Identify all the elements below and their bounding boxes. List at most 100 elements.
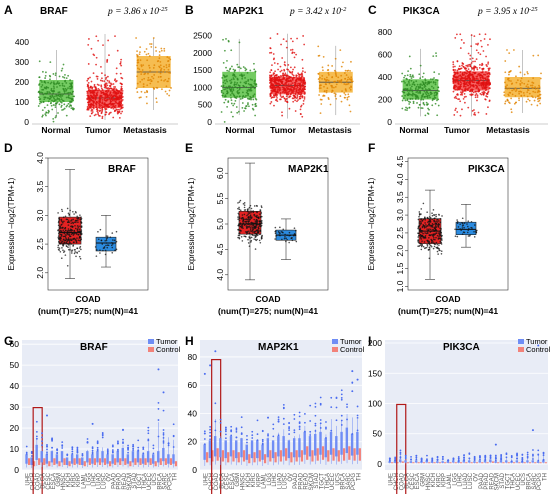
- data-point: [430, 241, 433, 244]
- box-tumor: [542, 460, 545, 463]
- y-tick-label: 2.5: [35, 238, 45, 250]
- box-tumor: [50, 451, 54, 463]
- data-point: [101, 243, 104, 245]
- box-tumor: [55, 454, 59, 464]
- box-tumor: [409, 461, 413, 463]
- outlier-point: [356, 414, 359, 417]
- box-control: [83, 461, 86, 467]
- y-tick-label: 800: [378, 27, 392, 37]
- box-tumor: [116, 451, 119, 463]
- data-point: [454, 88, 457, 91]
- data-point: [340, 65, 343, 68]
- data-point: [235, 83, 238, 86]
- data-point: [52, 96, 55, 99]
- data-point: [327, 64, 330, 67]
- box-tumor: [345, 427, 349, 454]
- box-control: [129, 461, 132, 467]
- data-point: [321, 66, 324, 69]
- data-point: [348, 87, 351, 89]
- data-point: [92, 93, 95, 96]
- data-point: [285, 240, 287, 243]
- data-point: [250, 87, 252, 90]
- data-point: [98, 104, 101, 107]
- data-point: [464, 87, 467, 90]
- data-point: [46, 104, 49, 107]
- data-point: [37, 105, 40, 107]
- data-point: [237, 89, 239, 92]
- data-point: [253, 80, 256, 83]
- data-point: [65, 77, 68, 80]
- outlier-point: [468, 457, 471, 460]
- data-point: [426, 216, 429, 219]
- data-point: [488, 87, 491, 90]
- data-point: [286, 101, 289, 103]
- data-point: [422, 237, 425, 239]
- data-point: [272, 53, 275, 55]
- data-point: [406, 94, 409, 97]
- data-point: [486, 93, 489, 95]
- data-point: [427, 92, 430, 95]
- data-point: [283, 61, 286, 64]
- data-point: [518, 97, 520, 100]
- data-point: [421, 235, 424, 237]
- data-point: [435, 241, 438, 244]
- data-point: [70, 228, 73, 231]
- data-point: [326, 87, 329, 90]
- outlier-point: [152, 447, 155, 450]
- data-point: [270, 101, 273, 103]
- data-point: [477, 87, 480, 90]
- data-point: [153, 64, 156, 67]
- data-point: [418, 245, 421, 247]
- data-point: [479, 63, 481, 66]
- data-point: [74, 227, 77, 230]
- data-point: [140, 90, 143, 93]
- y-tick-label: 4.0: [395, 173, 405, 185]
- data-point: [241, 91, 244, 94]
- data-point: [290, 76, 292, 79]
- data-point: [465, 95, 467, 98]
- outlier-point: [46, 445, 48, 448]
- data-point: [275, 83, 278, 86]
- data-point: [247, 82, 250, 85]
- data-point: [52, 90, 55, 93]
- outlier-point: [426, 454, 428, 457]
- box-tumor: [478, 460, 481, 463]
- outlier-point: [314, 430, 317, 432]
- data-point: [303, 93, 306, 95]
- outlier-point: [526, 455, 529, 458]
- data-point: [487, 75, 489, 78]
- data-point: [334, 85, 337, 88]
- outlier-point: [56, 448, 59, 451]
- data-point: [474, 90, 477, 93]
- outlier-point: [340, 398, 343, 401]
- data-point: [258, 222, 261, 224]
- y-tick-label: 20: [188, 437, 198, 447]
- data-point: [101, 77, 103, 80]
- data-point: [285, 237, 287, 240]
- data-point: [48, 98, 51, 101]
- data-point: [435, 52, 437, 55]
- data-point: [254, 70, 257, 73]
- data-point: [417, 236, 419, 238]
- data-point: [153, 74, 156, 76]
- data-point: [58, 95, 61, 98]
- data-point: [86, 101, 89, 104]
- data-point: [403, 88, 405, 91]
- data-point: [337, 76, 340, 79]
- data-point: [69, 235, 71, 237]
- box-control: [316, 448, 319, 461]
- data-point: [105, 242, 108, 244]
- outlier-point: [209, 364, 212, 367]
- data-point: [401, 72, 404, 75]
- data-point: [140, 71, 143, 73]
- data-point: [67, 91, 70, 94]
- data-point: [435, 220, 437, 223]
- data-point: [78, 247, 81, 249]
- data-point: [299, 85, 302, 88]
- outlier-point: [91, 451, 94, 454]
- data-point: [344, 93, 347, 96]
- data-point: [435, 226, 437, 229]
- data-point: [411, 90, 414, 93]
- data-point: [300, 75, 303, 78]
- outlier-point: [235, 436, 238, 439]
